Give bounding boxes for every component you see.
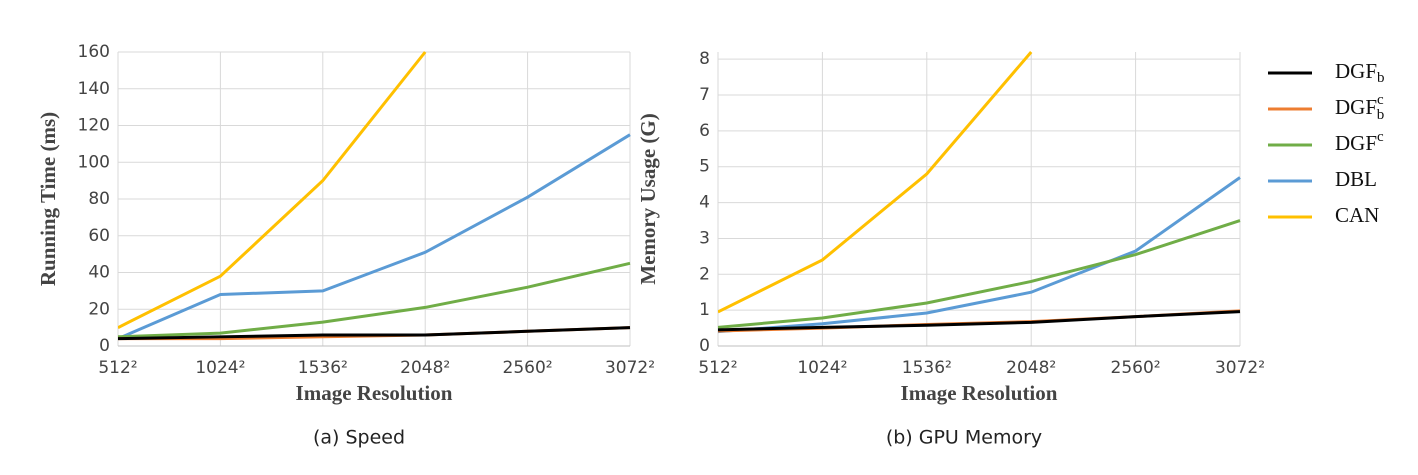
x-tick-label: 1536² xyxy=(902,358,952,378)
series-line xyxy=(118,51,427,329)
x-tick-label: 2560² xyxy=(1111,358,1161,378)
caption: (a) Speed xyxy=(313,427,405,449)
x-axis-title: Image Resolution xyxy=(901,381,1058,405)
legend-label: DGFc b xyxy=(1335,92,1384,123)
y-axis-title: Memory Usage (G) xyxy=(636,113,660,284)
y-tick-label: 160 xyxy=(78,42,110,62)
legend-label: DBL xyxy=(1335,167,1377,191)
y-tick-label: 60 xyxy=(88,226,110,246)
legend-label: DGFb xyxy=(1335,59,1385,87)
series-line xyxy=(118,326,631,341)
y-tick-label: 2 xyxy=(699,264,710,284)
y-tick-label: 1 xyxy=(699,300,710,320)
y-tick-label: 80 xyxy=(88,189,110,209)
series-line xyxy=(718,51,1033,314)
y-tick-label: 4 xyxy=(699,193,710,213)
x-tick-label: 1024² xyxy=(195,358,245,378)
y-tick-label: 5 xyxy=(699,157,710,177)
series-line xyxy=(718,219,1241,329)
caption: (b) GPU Memory xyxy=(886,427,1042,449)
y-tick-label: 40 xyxy=(88,263,110,283)
x-tick-label: 3072² xyxy=(1215,358,1265,378)
y-tick-label: 3 xyxy=(699,228,710,248)
x-tick-label: 512² xyxy=(98,358,137,378)
series-line xyxy=(718,310,1241,332)
y-tick-label: 0 xyxy=(99,336,110,356)
y-tick-label: 140 xyxy=(78,79,110,99)
y-tick-label: 8 xyxy=(699,49,710,69)
x-tick-label: 2048² xyxy=(400,358,450,378)
x-tick-label: 3072² xyxy=(605,358,655,378)
y-tick-label: 20 xyxy=(88,299,110,319)
x-tick-label: 1536² xyxy=(298,358,348,378)
x-tick-label: 1024² xyxy=(797,358,847,378)
legend-label: DGFc xyxy=(1335,129,1384,154)
legend-label: CAN xyxy=(1335,203,1379,227)
series-line xyxy=(718,176,1241,334)
series-line xyxy=(118,133,631,341)
x-axis-title: Image Resolution xyxy=(296,381,453,405)
y-tick-label: 120 xyxy=(78,116,110,136)
y-tick-label: 100 xyxy=(78,152,110,172)
y-tick-label: 7 xyxy=(699,85,710,105)
x-tick-label: 2560² xyxy=(503,358,553,378)
series-line xyxy=(118,261,631,339)
y-tick-label: 6 xyxy=(699,121,710,141)
y-axis-title: Running Time (ms) xyxy=(36,112,60,286)
x-tick-label: 512² xyxy=(698,358,737,378)
x-tick-label: 2048² xyxy=(1006,358,1056,378)
y-tick-label: 0 xyxy=(699,336,710,356)
